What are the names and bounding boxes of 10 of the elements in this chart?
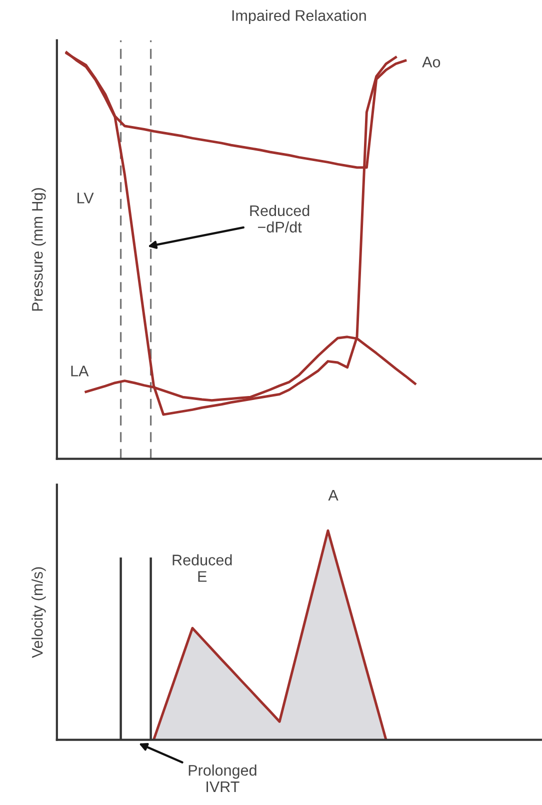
text: A: [328, 490, 338, 501]
text: Prolonged IVRT: [188, 764, 256, 792]
y-axis-title: Velocity (m/s): [32, 567, 46, 658]
annotation: Reduced −dP/dt: [250, 204, 310, 233]
annotation: Reduced E: [172, 554, 232, 582]
series-label: LA: [71, 366, 89, 376]
chart-title: Impaired Relaxation: [232, 10, 366, 24]
y-axis-title: Pressure (mm Hg): [32, 188, 46, 311]
series-label: Ao: [422, 56, 440, 68]
text: LV: [78, 192, 94, 204]
